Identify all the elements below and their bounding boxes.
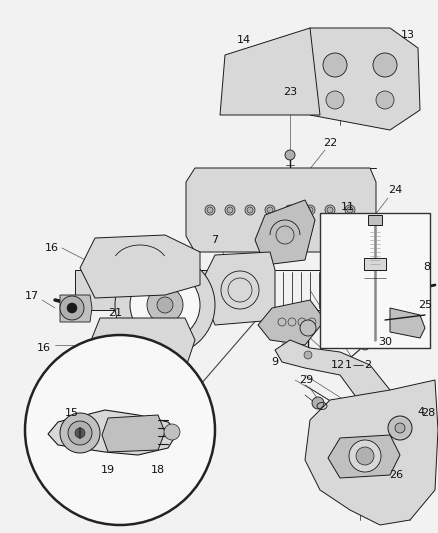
Circle shape (227, 207, 233, 213)
Polygon shape (275, 340, 400, 445)
Circle shape (130, 270, 200, 340)
Polygon shape (186, 168, 376, 252)
Bar (320, 213, 430, 348)
Polygon shape (390, 308, 425, 338)
Circle shape (373, 53, 397, 77)
Polygon shape (305, 380, 438, 525)
Circle shape (349, 440, 381, 472)
Text: 4: 4 (417, 407, 424, 417)
Circle shape (376, 91, 394, 109)
Text: 8: 8 (424, 262, 431, 272)
Circle shape (68, 421, 92, 445)
Circle shape (75, 428, 85, 438)
Circle shape (304, 351, 312, 359)
Circle shape (60, 296, 84, 320)
Polygon shape (350, 265, 412, 320)
Circle shape (325, 205, 335, 215)
Text: 28: 28 (421, 408, 435, 418)
Circle shape (267, 207, 273, 213)
Circle shape (207, 207, 213, 213)
Circle shape (247, 207, 253, 213)
Text: 1: 1 (345, 360, 352, 370)
Circle shape (395, 423, 405, 433)
Circle shape (25, 335, 215, 525)
Polygon shape (80, 235, 200, 298)
Text: 12: 12 (331, 360, 345, 370)
Polygon shape (102, 415, 165, 452)
Text: 30: 30 (378, 337, 392, 347)
Circle shape (157, 297, 173, 313)
Circle shape (287, 207, 293, 213)
Text: 2: 2 (364, 360, 371, 370)
Circle shape (326, 91, 344, 109)
Text: 26: 26 (389, 470, 403, 480)
Circle shape (140, 390, 150, 400)
Circle shape (110, 385, 120, 395)
Polygon shape (295, 28, 420, 130)
Circle shape (388, 416, 412, 440)
Polygon shape (75, 270, 260, 310)
Circle shape (67, 303, 77, 313)
Text: 18: 18 (151, 465, 165, 475)
Circle shape (60, 413, 100, 453)
Circle shape (345, 205, 355, 215)
Polygon shape (205, 252, 275, 325)
Polygon shape (88, 318, 195, 372)
Text: —: — (353, 360, 364, 370)
Text: 11: 11 (341, 202, 355, 212)
Circle shape (368, 276, 396, 304)
Circle shape (307, 207, 313, 213)
Bar (364, 258, 386, 270)
Circle shape (285, 205, 295, 215)
Text: 16: 16 (37, 343, 51, 353)
Text: 25: 25 (418, 300, 432, 310)
Text: 16: 16 (45, 243, 59, 253)
Circle shape (323, 53, 347, 77)
Polygon shape (48, 410, 178, 455)
Circle shape (245, 205, 255, 215)
Text: 29: 29 (299, 375, 313, 385)
Circle shape (300, 320, 316, 336)
Polygon shape (255, 200, 315, 265)
Text: 17: 17 (25, 291, 39, 301)
Circle shape (205, 205, 215, 215)
Circle shape (375, 283, 389, 297)
Text: 24: 24 (388, 185, 402, 195)
Polygon shape (258, 300, 325, 345)
Polygon shape (220, 28, 320, 115)
Text: 15: 15 (65, 408, 79, 418)
Bar (368, 215, 382, 225)
Text: 9: 9 (272, 357, 279, 367)
Text: 7: 7 (212, 235, 219, 245)
Circle shape (360, 340, 370, 350)
Text: 19: 19 (101, 465, 115, 475)
Circle shape (164, 424, 180, 440)
Circle shape (347, 207, 353, 213)
Circle shape (170, 388, 180, 398)
Text: 14: 14 (237, 35, 251, 45)
Circle shape (225, 205, 235, 215)
Text: 23: 23 (283, 87, 297, 97)
Text: 21: 21 (108, 308, 122, 318)
Polygon shape (328, 435, 400, 478)
Circle shape (327, 207, 333, 213)
Circle shape (265, 205, 275, 215)
Circle shape (356, 447, 374, 465)
Polygon shape (60, 295, 92, 322)
Text: 22: 22 (323, 138, 337, 148)
Circle shape (285, 150, 295, 160)
Circle shape (312, 397, 324, 409)
Circle shape (305, 205, 315, 215)
Circle shape (115, 255, 215, 355)
Circle shape (147, 287, 183, 323)
Text: 13: 13 (401, 30, 415, 40)
